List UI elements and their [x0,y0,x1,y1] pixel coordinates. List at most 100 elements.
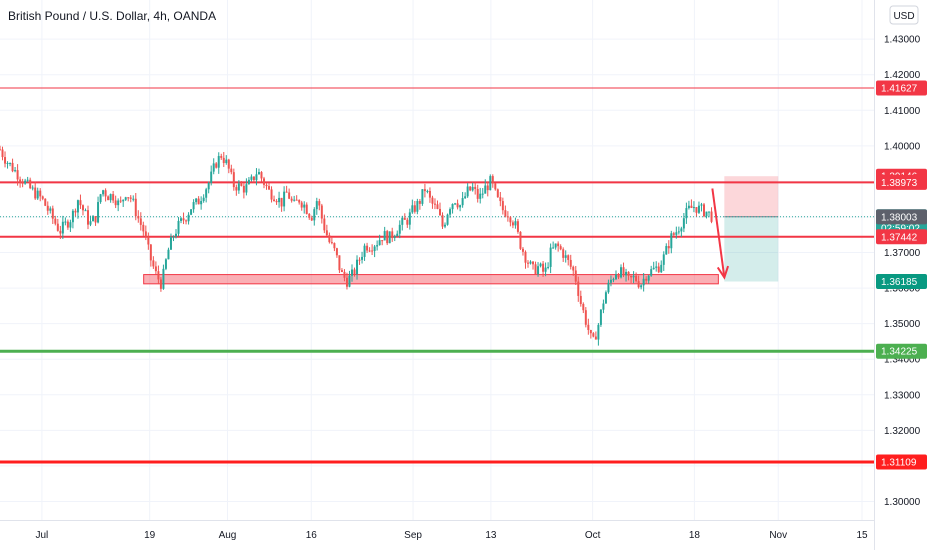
candle-body [129,197,132,199]
candle-body [300,202,303,208]
candle [300,200,303,211]
candle-body [325,230,328,236]
candle [476,184,479,203]
candle-body [44,198,47,206]
candle-body [383,231,386,241]
candle [471,182,474,192]
candle-body [396,233,399,237]
candle [675,226,678,239]
candle [132,195,135,202]
symbol-title[interactable]: British Pound / U.S. Dollar, 4h, OANDA [8,9,217,23]
candle [92,215,95,222]
candle-body [687,205,690,209]
candle-body [76,200,79,213]
candle-body [660,264,663,273]
candle-body [340,270,343,272]
candle-body [144,231,147,237]
candle-body [361,256,364,260]
candle [371,244,374,256]
candle-body [1,149,4,158]
candle [215,162,218,169]
time-tick-label: 19 [144,530,156,541]
candle [474,182,477,195]
candle [270,186,273,203]
candle-body [539,263,542,267]
candle [521,247,524,256]
candle-body [373,246,376,252]
candle [325,224,328,236]
candle-body [418,201,421,204]
candle-body [174,233,177,237]
candle-body [293,199,296,201]
candle-body [124,197,127,200]
candle [637,275,640,289]
candle [74,208,77,217]
candle [255,168,258,186]
candle-body [401,217,404,225]
grid [0,0,874,520]
candle-body [471,186,474,191]
time-tick-label: Jul [36,530,49,541]
candle-body [529,261,532,264]
candle [262,176,265,189]
candle [549,243,552,274]
candle-body [682,218,685,229]
candle-body [622,267,625,276]
candle-body [569,259,572,267]
candle [426,189,429,194]
candle-body [574,270,577,282]
candle [484,179,487,194]
candle [579,290,582,307]
candle [54,215,57,226]
candle-body [481,193,484,195]
candle [519,231,522,250]
candle-body [547,266,550,268]
candle-body [333,243,336,249]
candle-body [494,183,497,190]
candle-body [371,250,374,252]
candle-body [51,208,54,219]
price-tick-label: 1.42000 [884,70,921,81]
candle [169,233,172,250]
candle-body [393,236,396,239]
candle [514,217,517,229]
candle [702,202,705,218]
candle [393,234,396,242]
candle-body [215,163,218,168]
candle-body [542,263,545,272]
candle-body [227,159,230,169]
currency-button[interactable]: USD [889,5,919,25]
candle [24,178,27,185]
candle-body [265,184,268,187]
candle-body [303,204,306,208]
candle-body [680,228,683,232]
candle-body [464,196,467,199]
candle [592,332,595,338]
candle-body [366,245,369,251]
price-tag-value: 1.37442 [881,232,918,243]
candle [710,207,713,224]
candle [403,213,406,220]
price-tick-label: 1.32000 [884,426,921,437]
candle [685,202,688,224]
candle-body [562,249,565,258]
candle [554,243,557,250]
candle [682,212,685,233]
price-tag-bg [876,209,927,225]
candle-body [692,207,695,209]
candle-body [662,254,665,265]
candle [640,284,643,290]
candle [449,207,452,218]
candle-body [423,189,426,192]
candle [534,261,537,275]
candle-body [262,178,265,185]
price-tag-bg [876,274,927,290]
candle [59,225,62,239]
candle [584,307,587,328]
candle-body [139,218,142,225]
candle-body [537,266,540,275]
candle [190,209,193,216]
candle-body [195,198,198,203]
candle [378,234,381,246]
